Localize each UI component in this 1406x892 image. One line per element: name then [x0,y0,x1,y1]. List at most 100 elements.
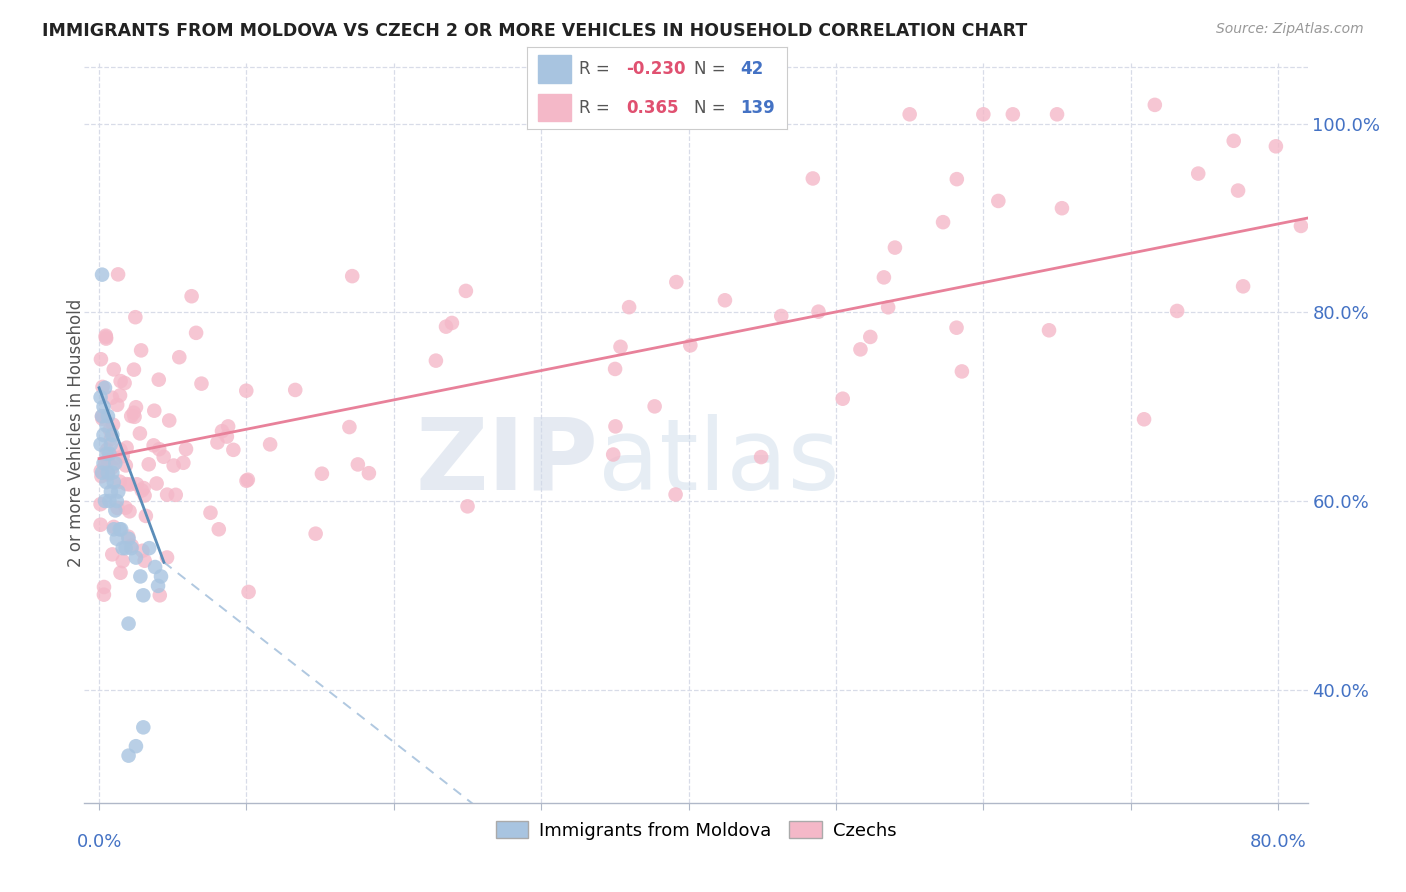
Point [94,494,117,508]
Point [96,453,118,467]
Point [530,107,553,121]
Point [124,409,146,424]
Point [94,456,117,470]
Point [311,467,333,481]
Point [96,442,118,457]
Point [122,406,145,420]
Point [434,319,457,334]
Point [1166,304,1188,318]
Point [1187,167,1209,181]
Point [163,458,186,473]
Y-axis label: 2 or more Vehicles in Household: 2 or more Vehicles in Household [67,299,84,566]
Point [125,401,148,415]
Point [200,506,222,520]
Point [105,532,128,546]
Point [122,362,145,376]
Point [103,362,125,376]
Point [208,522,231,536]
Text: 0.0%: 0.0% [76,833,122,851]
Text: N =: N = [693,99,731,117]
Point [107,484,129,499]
Point [98,423,121,437]
Point [110,566,132,580]
Point [169,350,191,364]
Point [125,550,148,565]
Point [304,526,326,541]
Point [157,413,180,427]
Point [148,373,170,387]
Point [90,464,112,478]
Text: ZIP: ZIP [415,414,598,511]
Point [96,475,118,490]
Point [440,316,463,330]
Point [238,585,260,599]
Point [859,330,882,344]
Point [207,435,229,450]
Point [97,466,120,480]
Point [124,310,146,325]
Point [215,429,238,443]
Point [110,374,132,388]
Point [98,494,121,508]
Point [142,438,165,452]
Point [91,380,114,394]
Point [714,293,737,308]
Point [184,326,207,340]
Point [100,437,122,451]
Point [110,522,132,536]
Bar [537,94,571,121]
Point [134,554,156,568]
Point [117,616,139,631]
Point [91,268,114,282]
Point [96,418,118,433]
Point [114,458,136,473]
Point [174,442,197,456]
Point [121,539,143,553]
Point [1143,98,1166,112]
Point [831,392,853,406]
Point [121,541,143,556]
Point [93,428,115,442]
Point [884,241,907,255]
Point [217,419,239,434]
Point [132,588,155,602]
Point [94,381,117,395]
Point [849,343,872,357]
Point [454,284,477,298]
Point [143,403,166,417]
Point [679,338,702,352]
Point [114,500,136,515]
Point [603,362,626,376]
Point [235,474,257,488]
Point [152,450,174,464]
Point [103,520,125,534]
Point [94,330,117,344]
Point [149,588,172,602]
Point [211,424,233,438]
Point [749,450,772,464]
Point [932,215,955,229]
Point [104,503,127,517]
Point [111,554,134,568]
Point [665,275,688,289]
Point [97,409,120,423]
Point [108,388,131,402]
Point [91,409,114,423]
Point [129,569,152,583]
Point [1038,323,1060,337]
Point [664,487,686,501]
Point [873,270,896,285]
Point [1232,279,1254,293]
Point [104,456,127,470]
Point [114,376,136,390]
Point [101,460,124,475]
Point [100,484,122,499]
Text: 42: 42 [741,60,763,78]
Point [877,300,900,314]
Point [117,530,139,544]
Point [118,477,141,491]
Point [111,449,134,463]
Text: N =: N = [693,60,731,78]
Point [90,437,112,451]
Point [150,569,173,583]
